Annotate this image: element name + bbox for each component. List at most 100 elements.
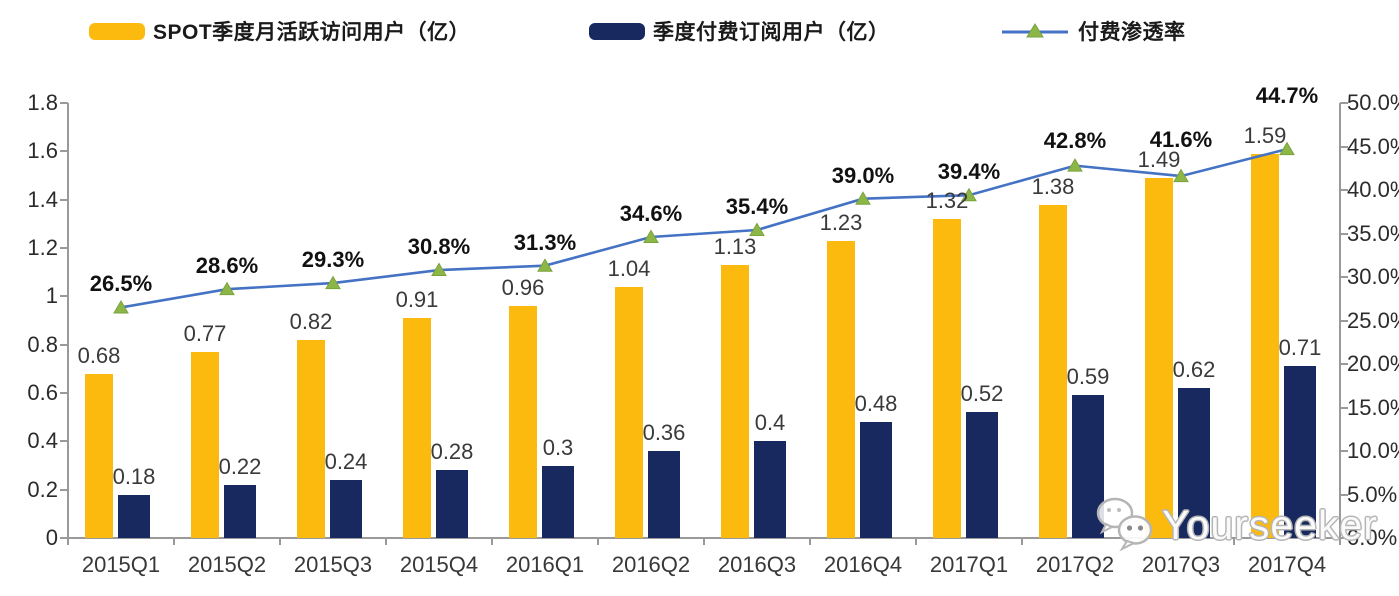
left-axis-tick-label: 1 bbox=[45, 283, 58, 309]
right-axis-tick-label: 40.0% bbox=[1347, 177, 1399, 202]
legend-item-penetration: 付费渗透率 bbox=[1000, 16, 1186, 46]
mau-series-swatch bbox=[89, 22, 145, 40]
subs-bar bbox=[860, 422, 892, 538]
subs-bar bbox=[224, 484, 256, 538]
mau-bar bbox=[827, 240, 855, 538]
right-axis-tick-label: 35.0% bbox=[1347, 220, 1399, 246]
left-axis-tick-label: 0 bbox=[45, 525, 58, 550]
right-axis-tick-label: 10.0% bbox=[1347, 438, 1399, 463]
subs-series-swatch bbox=[589, 22, 645, 40]
left-axis-tick-label: 1.2 bbox=[27, 235, 58, 260]
subs-value-label: 0.3 bbox=[542, 434, 574, 460]
x-axis-label: 2017Q1 bbox=[929, 552, 1009, 577]
right-axis-tick-label: 30.0% bbox=[1347, 264, 1399, 289]
mau-value-label: 1.49 bbox=[1137, 146, 1181, 172]
penetration-marker bbox=[537, 258, 553, 272]
penetration-marker bbox=[113, 299, 129, 314]
right-axis-tick bbox=[1340, 537, 1348, 539]
subs-bar bbox=[542, 465, 574, 538]
subs-bar bbox=[1284, 366, 1316, 538]
penetration-value-label: 44.7% bbox=[1255, 83, 1319, 109]
subs-bar bbox=[330, 480, 362, 538]
x-axis-tick bbox=[1021, 538, 1023, 545]
right-axis-tick-label: 15.0% bbox=[1347, 394, 1399, 420]
x-axis-label: 2015Q1 bbox=[81, 552, 161, 577]
mau-value-label: 0.96 bbox=[501, 275, 545, 300]
penetration-line bbox=[120, 147, 1288, 309]
subs-value-label: 0.36 bbox=[642, 420, 686, 445]
legend-item-subs: 季度付费订阅用户（亿） bbox=[589, 16, 890, 46]
left-axis-tick-label: 0.8 bbox=[27, 331, 58, 357]
subs-bar bbox=[436, 470, 468, 538]
penetration-value-label: 39.0% bbox=[831, 162, 895, 188]
left-axis-tick bbox=[60, 440, 68, 443]
left-axis-tick bbox=[60, 247, 68, 249]
legend-label-subs: 季度付费订阅用户（亿） bbox=[653, 21, 890, 44]
left-axis-tick bbox=[60, 295, 68, 298]
subs-value-label: 0.52 bbox=[960, 381, 1004, 407]
penetration-value-label: 29.3% bbox=[301, 247, 365, 273]
left-axis-tick bbox=[60, 537, 68, 539]
right-axis-tick bbox=[1340, 232, 1348, 235]
left-axis-tick-label: 1.8 bbox=[27, 90, 58, 115]
mau-value-label: 0.77 bbox=[183, 320, 227, 346]
penetration-marker bbox=[643, 229, 659, 243]
subs-value-label: 0.22 bbox=[218, 453, 262, 479]
penetration-value-label: 28.6% bbox=[195, 253, 259, 279]
x-axis-tick bbox=[1339, 538, 1341, 545]
penetration-value-label: 41.6% bbox=[1149, 127, 1213, 153]
right-axis-tick-label: 5.0% bbox=[1347, 481, 1398, 507]
penetration-value-label: 39.4% bbox=[937, 159, 1001, 185]
subs-bar bbox=[118, 494, 150, 538]
right-axis-tick-label: 50.0% bbox=[1347, 90, 1399, 115]
left-axis-tick-label: 0.4 bbox=[27, 428, 58, 454]
subs-bar bbox=[648, 451, 680, 538]
right-axis-tick-label: 25.0% bbox=[1347, 307, 1399, 333]
x-axis-tick bbox=[279, 538, 281, 545]
penetration-marker bbox=[219, 281, 235, 296]
left-axis-tick-label: 1.4 bbox=[27, 186, 58, 212]
subs-value-label: 0.4 bbox=[754, 410, 786, 436]
right-axis-tick bbox=[1340, 363, 1348, 365]
penetration-marker bbox=[325, 275, 341, 290]
mau-value-label: 0.82 bbox=[289, 308, 333, 334]
penetration-value-label: 35.4% bbox=[725, 194, 789, 220]
x-axis-label: 2015Q4 bbox=[399, 552, 479, 577]
subs-value-label: 0.62 bbox=[1172, 357, 1216, 383]
x-axis-label: 2016Q2 bbox=[611, 552, 691, 577]
x-axis-tick bbox=[67, 538, 69, 545]
x-axis-label: 2015Q2 bbox=[187, 552, 267, 577]
left-axis-line bbox=[67, 103, 69, 538]
x-axis-tick bbox=[1233, 538, 1235, 545]
x-axis-tick bbox=[1127, 538, 1129, 545]
penetration-marker bbox=[855, 191, 871, 205]
left-axis-tick bbox=[60, 392, 68, 394]
right-axis-tick bbox=[1340, 406, 1348, 409]
x-axis-tick bbox=[597, 538, 599, 545]
legend-label-penetration: 付费渗透率 bbox=[1078, 21, 1186, 44]
x-axis-tick bbox=[385, 538, 387, 545]
subs-value-label: 0.48 bbox=[854, 391, 898, 416]
legend-label-mau: SPOT季度月活跃访问用户（亿） bbox=[153, 21, 471, 44]
right-axis-tick bbox=[1340, 145, 1348, 148]
x-axis-label: 2016Q4 bbox=[823, 552, 903, 577]
mau-bar bbox=[191, 351, 219, 538]
mau-bar bbox=[85, 373, 113, 538]
x-axis-label: 2016Q3 bbox=[717, 552, 797, 577]
mau-value-label: 0.91 bbox=[395, 287, 439, 313]
mau-bar bbox=[933, 219, 961, 538]
right-axis-tick bbox=[1340, 276, 1348, 278]
penetration-value-label: 31.3% bbox=[513, 229, 577, 255]
x-axis-label: 2015Q3 bbox=[293, 552, 373, 577]
subs-value-label: 0.28 bbox=[430, 439, 474, 465]
right-axis-tick-label: 20.0% bbox=[1347, 351, 1399, 376]
mau-value-label: 1.32 bbox=[925, 188, 969, 213]
x-axis-tick bbox=[491, 538, 493, 545]
left-axis-tick bbox=[60, 343, 68, 346]
x-axis-label: 2017Q2 bbox=[1035, 552, 1115, 577]
x-axis-tick bbox=[703, 538, 705, 545]
x-axis-tick bbox=[915, 538, 917, 545]
legend-item-mau: SPOT季度月活跃访问用户（亿） bbox=[89, 16, 470, 46]
right-axis-tick bbox=[1340, 493, 1348, 496]
